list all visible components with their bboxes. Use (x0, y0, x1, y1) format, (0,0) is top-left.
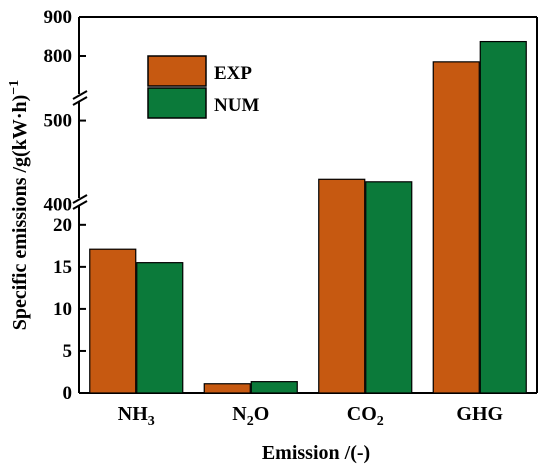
bars-layer (89, 40, 527, 394)
y-axis-title: Specific emissions /g(kW·h)−1 (7, 80, 31, 331)
y-tick-label: 5 (63, 341, 73, 362)
bar-num-co2 (365, 181, 413, 394)
bar-exp-n2o (203, 383, 251, 394)
bar-num-ghg (479, 40, 527, 394)
x-category-labels: NH3 N2O CO2 GHG (118, 403, 504, 429)
axis-break-marks (72, 90, 88, 210)
y-tick-label: 20 (53, 215, 72, 236)
y-tick-label: 800 (44, 46, 73, 67)
axis-break-slash (72, 194, 88, 204)
x-axis-title: Emission /(-) (262, 442, 370, 464)
axis-break-slash (72, 200, 88, 210)
legend-swatch-num (147, 87, 207, 119)
y-tick-label: 900 (44, 7, 73, 28)
y-tick-label: 400 (44, 194, 73, 215)
bar-num-nh3 (136, 262, 184, 394)
legend-swatch-exp (147, 55, 207, 87)
y-tick-label: 500 (44, 111, 73, 132)
axis-break-slash (72, 90, 88, 100)
y-axis-title-text: Specific emissions /g(kW·h) (9, 95, 31, 331)
y-tick-label: 15 (53, 257, 72, 278)
legend-label-exp: EXP (214, 63, 252, 84)
bar-exp-co2 (318, 178, 366, 394)
y-axis-title-exponent: −1 (7, 80, 22, 95)
x-tick-label: N2O (232, 403, 269, 429)
legend-label-num: NUM (214, 95, 259, 116)
axis-break-slash (72, 96, 88, 106)
legend: EXP NUM (147, 55, 259, 119)
x-tick-label: NH3 (118, 403, 155, 429)
bar-num-n2o (250, 381, 298, 394)
bar-exp-nh3 (89, 248, 137, 394)
x-tick-label: CO2 (347, 403, 384, 429)
axis-break-gap (74, 94, 86, 102)
x-tick-label: GHG (456, 403, 503, 425)
axis-break-gap (74, 198, 86, 206)
bar-exp-ghg (432, 61, 480, 394)
y-tick-label: 10 (53, 299, 72, 320)
y-tick-label: 0 (63, 383, 73, 404)
